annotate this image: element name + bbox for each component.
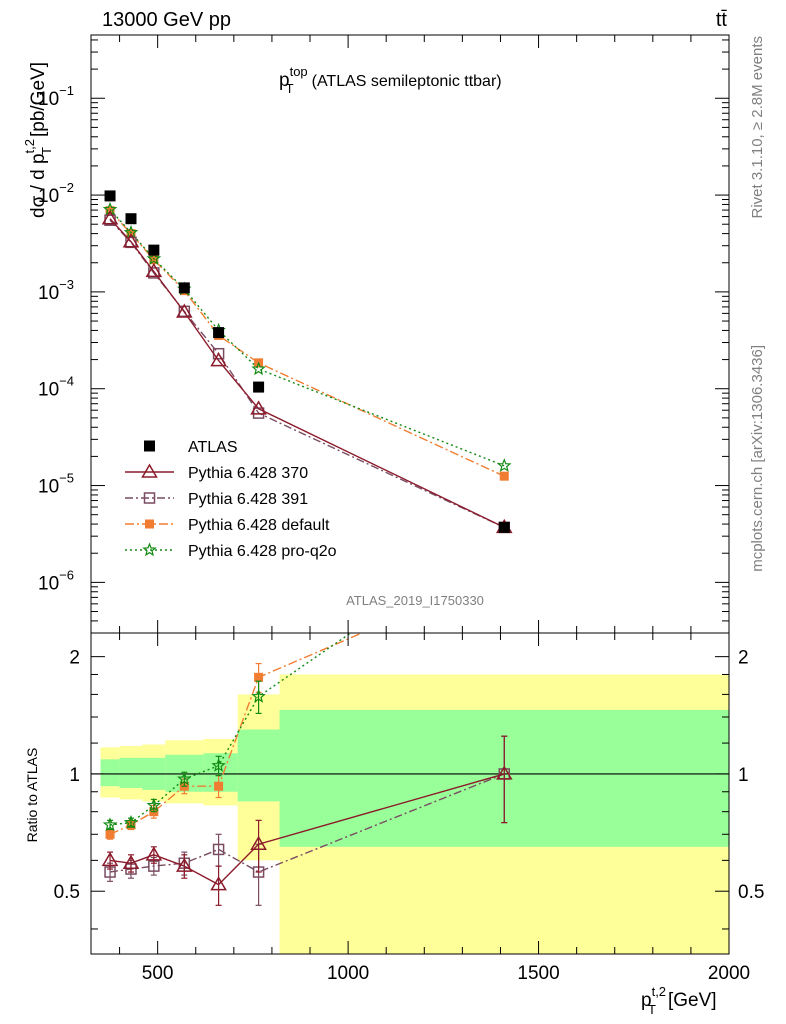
legend-marker (141, 463, 158, 478)
ratio-point (500, 568, 508, 576)
data-point (148, 244, 160, 256)
x-axis-ticks: 500 1000 1500 2000 (119, 35, 750, 984)
data-point (125, 213, 137, 225)
ratio-point (212, 843, 225, 856)
ratio-point (101, 851, 119, 867)
legend-label: Pythia 6.428 default (188, 517, 330, 534)
data-point (178, 282, 190, 294)
ratio-point (176, 857, 193, 872)
ratio-tick-label-right: 0.5 (738, 882, 764, 903)
x-tick-label: 1000 (327, 963, 369, 984)
legend-label: ATLAS (188, 439, 238, 456)
analysis-tag: ATLAS_2019_I1750330 (346, 593, 484, 608)
main-plot-frame (90, 34, 730, 634)
series-point (101, 210, 119, 225)
legend-marker (144, 440, 155, 452)
series-point (251, 361, 266, 376)
main-plot-curves (101, 201, 513, 534)
collision-label: 13000 GeV pp (102, 9, 231, 31)
series-point (146, 251, 162, 265)
ratio-tick-label-right: 1 (738, 765, 749, 786)
series-line (109, 210, 505, 477)
ratio-point (145, 846, 163, 861)
ratio-frame (90, 632, 730, 955)
legend-label: Pythia 6.428 pro-q2o (188, 543, 337, 560)
ratio-tick-label: 2 (69, 648, 80, 669)
ratio-tick-label-right: 2 (738, 648, 749, 669)
series-point (122, 233, 140, 248)
legend-label: Pythia 6.428 391 (188, 491, 308, 508)
data-point (213, 327, 225, 339)
ratio-tick-label: 1 (69, 765, 80, 786)
x-tick-label: 2000 (708, 963, 750, 984)
main-plot-data (104, 190, 510, 533)
x-tick-label: 500 (142, 963, 174, 984)
ratio-point (251, 688, 266, 703)
y-tick-label: 10−3 (38, 277, 74, 304)
legend: ATLAS Pythia 6.428 370 Pythia 6.428 391 Pyt… (125, 439, 337, 560)
series-point (210, 352, 227, 367)
ratio-point (214, 781, 224, 791)
series-line (109, 218, 505, 529)
ratio-point (105, 829, 115, 839)
ratio-tick-label: 0.5 (54, 882, 80, 903)
process-label: tt̄ (716, 9, 728, 31)
ratio-point (123, 814, 139, 829)
ratio-axis-label: Ratio to ATLAS (24, 748, 40, 843)
y-tick-label: 10−6 (38, 567, 74, 594)
y-tick-label: 10−5 (38, 471, 74, 498)
ratio-ticks: 0.5 0.5 1 1 2 2 (54, 648, 764, 930)
ratio-point (250, 835, 267, 850)
series-point (497, 458, 512, 472)
ratio-panel: 0.5 0.5 1 1 2 2 Ratio to ATLAS (24, 568, 764, 955)
inner-band (119, 757, 143, 789)
rivet-label: Rivet 3.1.10, ≥ 2.8M events (749, 36, 766, 219)
series-point (176, 303, 193, 318)
y-tick-label: 10−2 (38, 180, 74, 207)
uncertainty-bands (100, 674, 729, 954)
x-axis-label: pt,2 T [GeV] (641, 984, 717, 1017)
y-tick-label: 10−1 (38, 83, 74, 110)
ratio-point (146, 797, 162, 812)
data-point (253, 381, 265, 393)
ratio-point (495, 765, 513, 780)
main-plot-panel: 10−6 10−5 10−4 10−3 10−2 10−1 ptop T (ATLAS sem… (22, 34, 730, 634)
ratio-curves (101, 568, 513, 906)
series-point (250, 400, 267, 415)
legend-marker (145, 519, 154, 529)
inner-band (100, 759, 120, 787)
legend-marker (143, 492, 156, 504)
series-point (499, 471, 509, 481)
legend-marker (142, 542, 157, 557)
series-point (145, 262, 163, 278)
series-line (109, 209, 505, 467)
inner-band (237, 729, 280, 802)
ratio-point (177, 771, 192, 786)
data-point (498, 521, 510, 533)
ratio-point (211, 758, 226, 772)
plot-title: ptop T (ATLAS semileptonic ttbar) (279, 64, 502, 96)
legend-label: Pythia 6.428 370 (188, 465, 308, 482)
data-point (104, 190, 116, 202)
y-tick-label: 10−4 (38, 374, 74, 401)
mcplots-label: mcplots.cern.ch [arXiv:1306.3436] (749, 345, 766, 572)
ratio-point (122, 854, 140, 869)
ratio-point (254, 672, 264, 682)
y-axis-label: dσ / d pt,2 T[pb/GeV] (22, 62, 54, 218)
ratio-point (102, 817, 118, 832)
x-tick-label: 1500 (517, 963, 559, 984)
main-plot-ticks: 10−6 10−5 10−4 10−3 10−2 10−1 (38, 39, 729, 634)
ratio-point (210, 876, 227, 891)
